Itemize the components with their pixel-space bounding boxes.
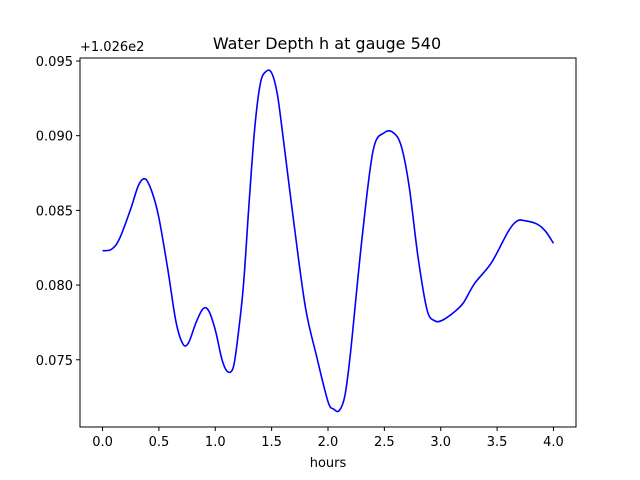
x-tick-label: 2.5: [374, 435, 395, 450]
y-tick-label: 0.080: [36, 279, 73, 294]
x-tick-label: 1.0: [205, 435, 226, 450]
y-axis-ticks: 0.075 0.080 0.085 0.090 0.095: [36, 55, 80, 369]
x-tick-label: 1.5: [261, 435, 282, 450]
x-tick-label: 0.5: [149, 435, 170, 450]
x-tick-label: 4.0: [543, 435, 564, 450]
x-tick-label: 3.5: [487, 435, 508, 450]
y-tick-label: 0.085: [36, 204, 73, 219]
x-axis-label: hours: [310, 456, 347, 471]
x-tick-label: 0.0: [92, 435, 113, 450]
plot-frame: [79, 57, 577, 428]
y-tick-label: 0.095: [36, 55, 73, 70]
y-tick-label: 0.075: [36, 354, 73, 369]
chart-title: Water Depth h at gauge 540: [213, 34, 441, 53]
y-offset-text: +1.026e2: [80, 40, 144, 55]
series-layer: [102, 69, 555, 413]
x-tick-label: 2.0: [318, 435, 339, 450]
series-line-0: [102, 69, 555, 413]
y-tick-label: 0.090: [36, 130, 73, 145]
x-tick-label: 3.0: [430, 435, 451, 450]
x-axis-ticks: 0.0 0.5 1.0 1.5 2.0 2.5 3.0 3.5 4.0: [92, 427, 564, 450]
